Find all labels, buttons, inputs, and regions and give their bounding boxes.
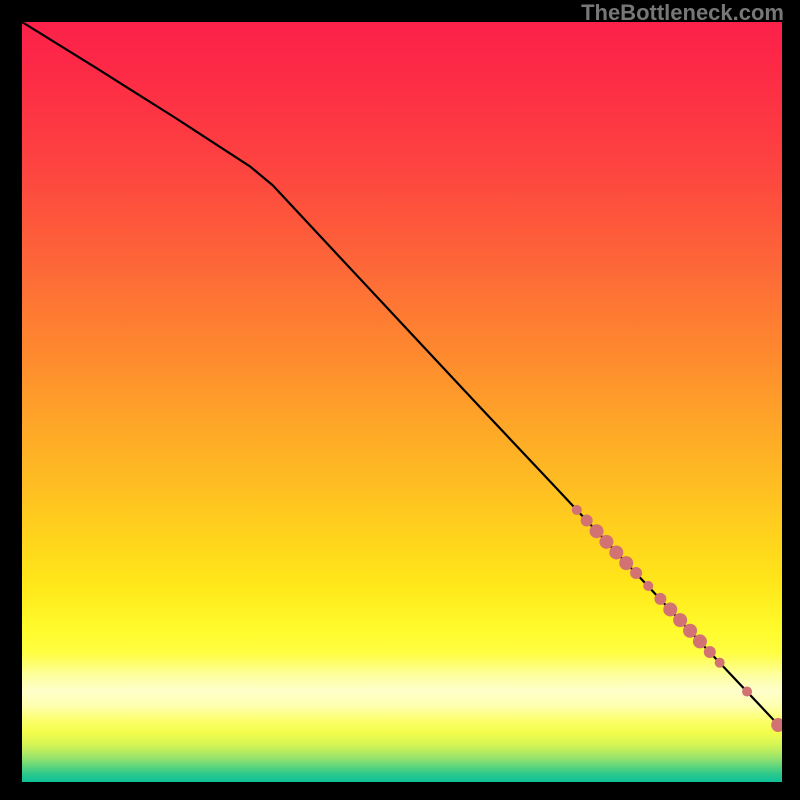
data-marker (590, 524, 604, 538)
data-marker (599, 535, 613, 549)
data-marker (683, 624, 697, 638)
data-marker (619, 556, 633, 570)
chart-svg (22, 22, 782, 782)
data-marker (704, 646, 716, 658)
data-marker (581, 515, 593, 527)
data-marker (673, 613, 687, 627)
data-marker (693, 634, 707, 648)
watermark-text: TheBottleneck.com (581, 0, 784, 26)
data-marker (572, 505, 582, 515)
data-marker (663, 602, 677, 616)
data-marker (609, 545, 623, 559)
gradient-background (22, 22, 782, 782)
data-marker (742, 687, 752, 697)
chart-frame: TheBottleneck.com (0, 0, 800, 800)
data-marker (643, 581, 653, 591)
data-marker (654, 593, 666, 605)
data-marker (715, 658, 725, 668)
data-marker (630, 567, 642, 579)
plot-area (22, 22, 782, 782)
